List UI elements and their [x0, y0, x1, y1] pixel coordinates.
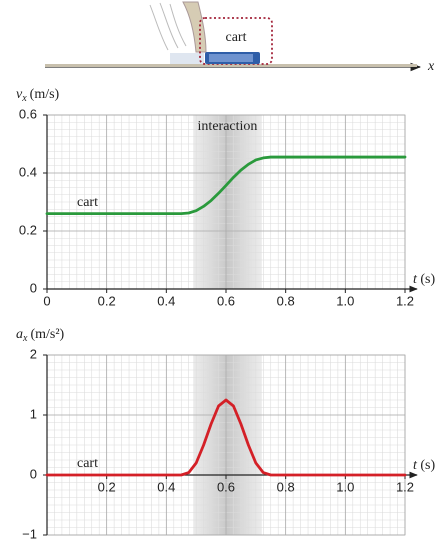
x-label-symbol: t — [413, 272, 418, 287]
y-tick-label: 0.6 — [19, 106, 37, 121]
hand — [182, 1, 207, 53]
cart-label: cart — [226, 30, 247, 45]
x-tick-label: 0.2 — [98, 293, 116, 308]
y-label-unit: (m/s²) — [30, 327, 64, 342]
x-tick-label: 0.6 — [217, 293, 235, 308]
x-tick-label: 1.2 — [396, 293, 414, 308]
y-label-subscript: x — [22, 333, 28, 344]
y-label-symbol: a — [16, 327, 23, 342]
x-tick-label: 1.0 — [336, 293, 354, 308]
illustration: cart x — [45, 1, 435, 74]
x-tick-label: 0.6 — [217, 479, 235, 494]
y-label-unit: (m/s) — [30, 87, 60, 102]
x-label-unit: (s) — [420, 458, 435, 473]
x-tick-label: 1.2 — [396, 479, 414, 494]
x-tick-label: 0.8 — [277, 293, 295, 308]
y-tick-label: 0 — [30, 466, 37, 481]
x-tick-label: 0.4 — [157, 479, 175, 494]
x-axis-label: t (s) — [413, 458, 436, 473]
highlight-label: interaction — [198, 119, 258, 134]
y-tick-label: 0.2 — [19, 222, 37, 237]
x-label-symbol: t — [413, 458, 418, 473]
hand-motion — [149, 2, 187, 51]
x-axis-label: t (s) — [413, 272, 436, 287]
ground — [45, 64, 417, 67]
line — [45, 155, 407, 215]
line — [45, 398, 407, 477]
series-label: cart — [77, 456, 98, 471]
x-tick-label: 1.0 — [336, 479, 354, 494]
y-axis-label: ax (m/s²) — [16, 327, 65, 344]
x-axis-label: x — [427, 59, 435, 74]
y-label-symbol: v — [16, 87, 23, 102]
y-axis-label: vx (m/s) — [16, 87, 60, 104]
x-tick-label: 0.4 — [157, 293, 175, 308]
x-tick-label: 0.2 — [98, 479, 116, 494]
y-tick-label: 0 — [30, 280, 37, 295]
cart-body — [209, 54, 253, 62]
series-label: cart — [77, 195, 98, 210]
y-tick-label: −1 — [22, 526, 37, 541]
y-tick-label: 1 — [30, 406, 37, 421]
x-label-unit: (s) — [420, 272, 435, 287]
x-tick-label: 0 — [43, 293, 50, 308]
chart: −1 0 1 2 0.2 0.4 0.6 0.8 1.0 1.2 t (s) ax (m/s²) cart — [16, 327, 436, 541]
chart: 0 0.2 0.4 0.6 0 0.2 0.4 0.6 0.8 1.0 1.2 t (s) vx (m/s… — [16, 87, 436, 308]
cart-ghost — [170, 53, 204, 64]
y-label-subscript: x — [21, 93, 27, 104]
x-tick-label: 0.8 — [277, 479, 295, 494]
y-tick-label: 0.4 — [19, 164, 37, 179]
y-tick-label: 2 — [30, 346, 37, 361]
